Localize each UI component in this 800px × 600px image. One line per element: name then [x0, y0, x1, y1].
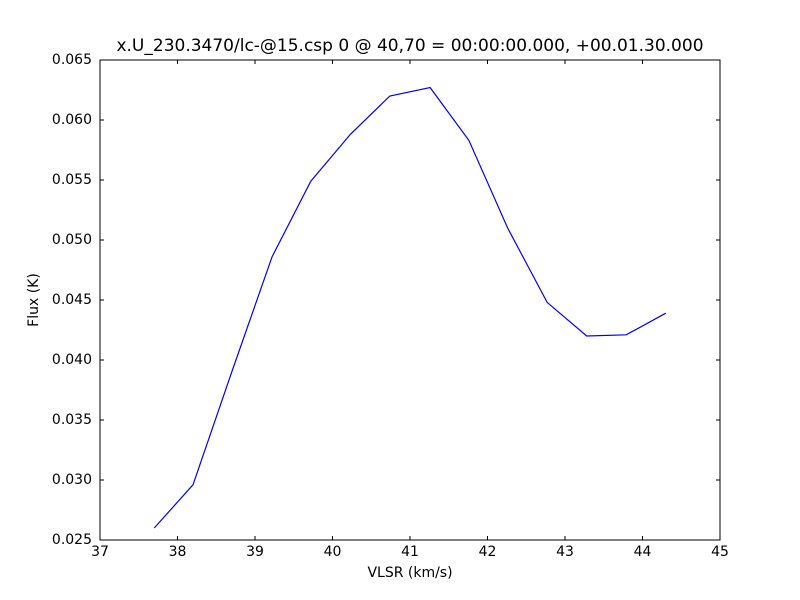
- x-tick-label: 37: [91, 544, 109, 560]
- y-tick-label: 0.035: [52, 412, 92, 428]
- y-tick-label: 0.040: [52, 352, 92, 368]
- x-tick-label: 43: [556, 544, 574, 560]
- x-tick-label: 41: [401, 544, 419, 560]
- x-tick-label: 38: [169, 544, 187, 560]
- x-tick-label: 44: [634, 544, 652, 560]
- y-tick-label: 0.065: [52, 52, 92, 68]
- y-tick-label: 0.060: [52, 112, 92, 128]
- x-tick-label: 45: [711, 544, 729, 560]
- x-tick-label: 42: [479, 544, 497, 560]
- y-tick-label: 0.025: [52, 532, 92, 548]
- y-tick-label: 0.030: [52, 472, 92, 488]
- plot-frame: [99, 59, 721, 541]
- y-tick-label: 0.050: [52, 232, 92, 248]
- y-tick-label: 0.045: [52, 292, 92, 308]
- y-axis-label: Flux (K): [26, 273, 42, 327]
- x-tick-label: 39: [246, 544, 264, 560]
- chart-title: x.U_230.3470/lc-@15.csp 0 @ 40,70 = 00:0…: [116, 36, 703, 56]
- y-tick-label: 0.055: [52, 172, 92, 188]
- data-line: [153, 86, 667, 529]
- x-tick-label: 40: [324, 544, 342, 560]
- x-axis-label: VLSR (km/s): [367, 565, 452, 581]
